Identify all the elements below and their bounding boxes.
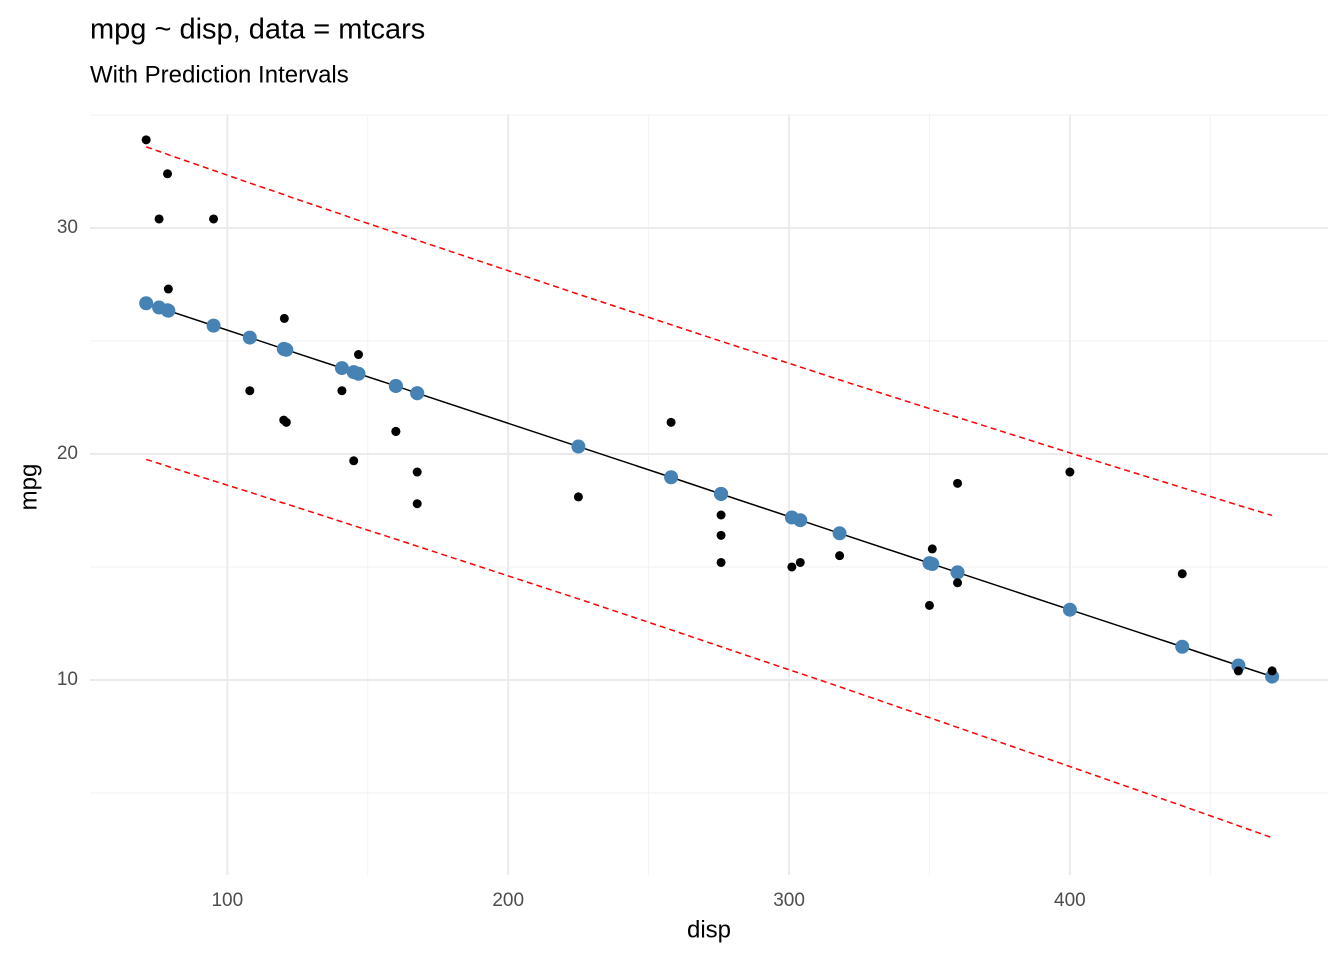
data-point [716,557,726,567]
data-point [412,499,422,509]
data-point [141,135,151,145]
data-point [1177,569,1187,579]
data-point [353,350,363,360]
fit-point [279,342,294,357]
data-point [154,214,164,224]
data-point [953,478,963,488]
data-point [795,557,805,567]
interval-line [145,146,1273,517]
fit-point [832,526,847,541]
chart-title: mpg ~ disp, data = mtcars [90,14,425,46]
data-point [391,426,401,436]
x-tick-label: 300 [773,890,805,911]
y-axis-label: mpg [15,464,42,511]
fit-point [161,303,176,318]
data-point [1065,467,1075,477]
data-point [163,284,173,294]
y-tick-label: 20 [57,443,78,464]
fit-point [714,486,729,501]
data-point [716,510,726,520]
data-point [927,544,937,554]
fit-point [571,439,586,454]
data-point [337,386,347,396]
data-point [573,492,583,502]
fit-point [206,318,221,333]
fit-point [664,470,679,485]
y-tick-label: 30 [57,217,78,238]
chart-subtitle: With Prediction Intervals [90,61,349,88]
fit-point [1175,639,1190,654]
x-tick-label: 100 [211,890,243,911]
data-point [349,456,359,466]
fit-point [925,557,940,572]
data-point [787,562,797,572]
interval-line [145,458,1273,839]
data-point [279,313,289,323]
data-point [245,386,255,396]
fit-point [950,565,965,580]
data-point [716,530,726,540]
fit-point [410,386,425,401]
fit-point [334,361,349,376]
y-tick-label: 10 [57,669,78,690]
data-point [163,169,173,179]
fit-point [351,366,366,381]
data-point [835,551,845,561]
fit-point [793,513,808,528]
x-axis-label: disp [687,916,731,943]
data-point [953,578,963,588]
data-point [281,417,291,427]
fit-point [139,296,154,311]
x-tick-label: 200 [492,890,524,911]
fit-point [242,330,257,345]
x-tick-label: 400 [1054,890,1086,911]
fit-point [1062,602,1077,617]
data-point [924,600,934,610]
data-point [1233,666,1243,676]
fit-point [388,378,403,393]
data-point [209,214,219,224]
data-point [1267,666,1277,676]
data-point [412,467,422,477]
data-point [666,417,676,427]
fit-line [145,302,1273,678]
